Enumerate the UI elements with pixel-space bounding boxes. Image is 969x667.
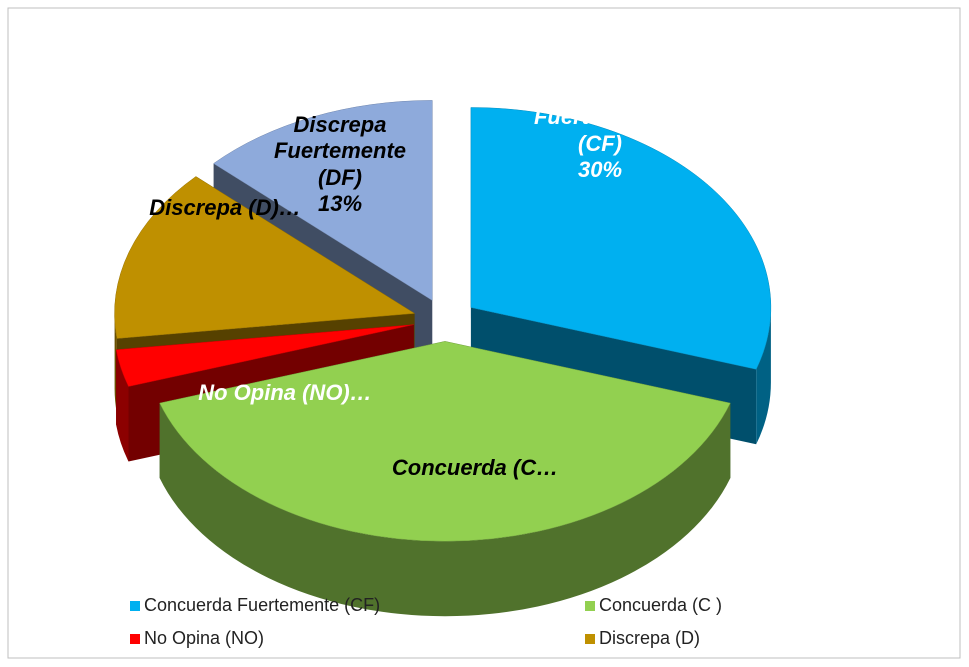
slice [115, 324, 414, 387]
slice-label-box: Concuerda Fuertemente (CF)30% [525, 78, 675, 184]
slice-name: No Opina (NO)… [198, 380, 372, 405]
slice-label: Discrepa Fuertemente (DF) 13% [265, 112, 415, 218]
slice-label-box: No Opina (NO)… [170, 380, 400, 406]
slice-label-box: Discrepa Fuertemente (DF)13% [265, 112, 415, 218]
legend: Concuerda Fuertemente (CF) Concuerda (C )… [130, 595, 722, 667]
slice-label: Concuerda Fuertemente (CF) 30% [525, 78, 675, 184]
legend-swatch [585, 601, 595, 611]
slice-wall [159, 403, 731, 617]
slice-name: Discrepa (D)… [149, 195, 301, 220]
legend-swatch [585, 634, 595, 644]
slice-name: Concuerda Fuertemente (CF) [533, 78, 667, 156]
slice-wall [116, 349, 129, 462]
slice-label: No Opina (NO)… [170, 380, 400, 406]
slice [213, 100, 433, 301]
legend-label: Concuerda (C ) [599, 595, 722, 615]
slice-name: Concuerda (C… [391, 455, 559, 480]
legend-swatch [130, 601, 140, 611]
slice [114, 176, 416, 339]
slice-label-box: Discrepa (D)… [135, 195, 315, 221]
slice-label: Discrepa (D)… [135, 195, 315, 221]
value-label: 13% [317, 191, 363, 217]
slice [159, 341, 731, 542]
slice [470, 107, 772, 370]
legend-label: Discrepa (D) [599, 628, 700, 648]
slice-wall [756, 307, 771, 445]
slice-name: Discrepa Fuertemente (DF) [273, 112, 407, 190]
legend-swatch [130, 634, 140, 644]
legend-label: Concuerda Fuertemente (CF) [144, 595, 380, 615]
slice-label: Concuerda (C… [365, 455, 585, 481]
legend-label: No Opina (NO) [144, 628, 264, 648]
legend-label: Discrepa Fuertemente (DF) [144, 661, 363, 667]
slice-label-box: Concuerda (C… [365, 455, 585, 481]
value-label: 30% [577, 157, 623, 183]
